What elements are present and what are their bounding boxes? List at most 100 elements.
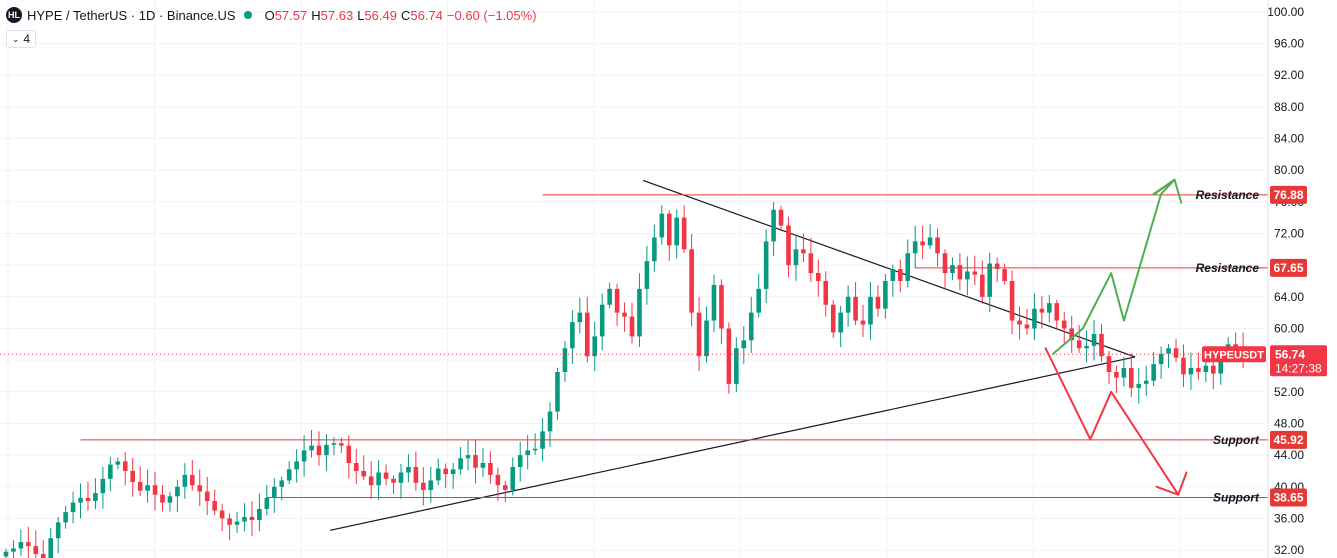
candle-body — [1158, 353, 1164, 365]
high-value: 57.63 — [320, 7, 354, 23]
candle-body — [130, 470, 135, 483]
high-label: H — [311, 7, 321, 23]
candle-body — [204, 491, 210, 502]
candle-body — [845, 296, 851, 313]
y-tick-label: 52.00 — [1274, 385, 1304, 399]
resistance-label: Resistance — [1196, 188, 1260, 202]
candle-body — [279, 480, 285, 487]
candle-body — [592, 336, 598, 357]
candle-body — [11, 548, 16, 552]
candle-body — [517, 455, 523, 467]
price-tag-label: 45.92 — [1273, 433, 1303, 447]
y-tick-label: 32.00 — [1274, 543, 1304, 557]
candle-body — [398, 472, 404, 483]
candle-body — [1218, 356, 1224, 374]
candle-body — [480, 463, 486, 468]
open-value: 57.57 — [274, 7, 308, 23]
candle-body — [48, 538, 54, 558]
candle-body — [353, 463, 359, 471]
candle-body — [1009, 280, 1015, 321]
candle-body — [167, 496, 173, 503]
candle-body — [331, 443, 337, 445]
resistance-label: Resistance — [1196, 261, 1260, 275]
candle-body — [137, 482, 143, 491]
candle-body — [406, 466, 411, 473]
y-tick-label: 80.00 — [1274, 163, 1304, 177]
candle-body — [890, 269, 896, 281]
bearish-arrow-head — [1155, 471, 1188, 496]
candle-body — [234, 521, 240, 525]
price-tag — [1270, 430, 1307, 449]
candle-body — [1181, 357, 1186, 375]
candle-body — [339, 443, 344, 446]
close-value: 56.74 — [410, 7, 443, 23]
candle-body — [853, 296, 858, 321]
price-tag — [1270, 185, 1307, 204]
y-tick-label: 36.00 — [1274, 511, 1304, 525]
candle-body — [391, 478, 396, 483]
candle-body — [3, 551, 9, 557]
candle-body — [324, 444, 329, 456]
candle-body — [577, 312, 583, 323]
chart-grid — [0, 0, 1268, 558]
candle-body — [622, 312, 627, 317]
y-tick-label: 88.00 — [1274, 100, 1304, 114]
candle-body — [547, 411, 553, 432]
candle-body — [1129, 368, 1134, 388]
candle-body — [458, 458, 463, 470]
support-label: Support — [1213, 433, 1260, 447]
candle-body — [1039, 308, 1045, 313]
candle-body — [927, 237, 933, 246]
candle-body — [197, 485, 203, 492]
indicators-toggle-button[interactable]: ⌄ 4 — [6, 30, 36, 48]
candle-body — [26, 542, 31, 547]
candle-body — [734, 348, 739, 384]
candle-body — [1173, 348, 1179, 358]
candle-body — [868, 296, 873, 325]
candle-body — [1002, 269, 1007, 281]
candle-body — [227, 518, 232, 525]
countdown-label: 14:27:38 — [1275, 361, 1322, 375]
candle-body — [465, 455, 471, 459]
candle-body — [741, 340, 747, 349]
candle-body — [979, 274, 985, 297]
symbol-tag — [1202, 346, 1266, 363]
candle-body — [1106, 356, 1112, 372]
price-tag — [1270, 258, 1307, 277]
candle-body — [704, 320, 709, 357]
y-tick-label: 44.00 — [1274, 448, 1304, 462]
price-tag-label: 38.65 — [1273, 490, 1303, 504]
candle-body — [823, 280, 829, 305]
candle-body — [1166, 348, 1171, 354]
candle-body — [361, 470, 367, 477]
candle-body — [160, 494, 165, 503]
candle-body — [1203, 365, 1209, 372]
trendlines — [330, 179, 1136, 531]
candle-body — [748, 312, 754, 341]
candle-body — [100, 478, 106, 494]
current-price-label: 56.74 — [1275, 347, 1305, 361]
price-tag — [1270, 488, 1307, 507]
candle-body — [659, 213, 665, 238]
price-tag-label: 67.65 — [1273, 261, 1303, 275]
y-tick-label: 92.00 — [1274, 68, 1304, 82]
candle-body — [972, 271, 978, 275]
candle-body — [793, 249, 799, 266]
candle-body — [1114, 372, 1119, 378]
candle-body — [309, 445, 314, 451]
candle-body — [1069, 328, 1074, 341]
candle-body — [681, 217, 687, 250]
candle-body — [816, 273, 821, 281]
candle-body — [696, 312, 702, 357]
trendline — [642, 179, 1136, 358]
symbol-title[interactable]: HYPE / TetherUS · 1D · Binance.US — [27, 7, 236, 23]
candle-body — [70, 502, 76, 513]
candle-body — [1076, 340, 1082, 349]
candle-body — [987, 263, 993, 297]
candle-body — [242, 516, 247, 522]
price-axis[interactable]: 32.0036.0040.0044.0048.0052.0056.0060.00… — [1267, 0, 1327, 558]
symbol-tag-label: HYPEUSDT — [1204, 349, 1264, 361]
candle-body — [570, 322, 575, 349]
candle-body — [1196, 368, 1201, 372]
